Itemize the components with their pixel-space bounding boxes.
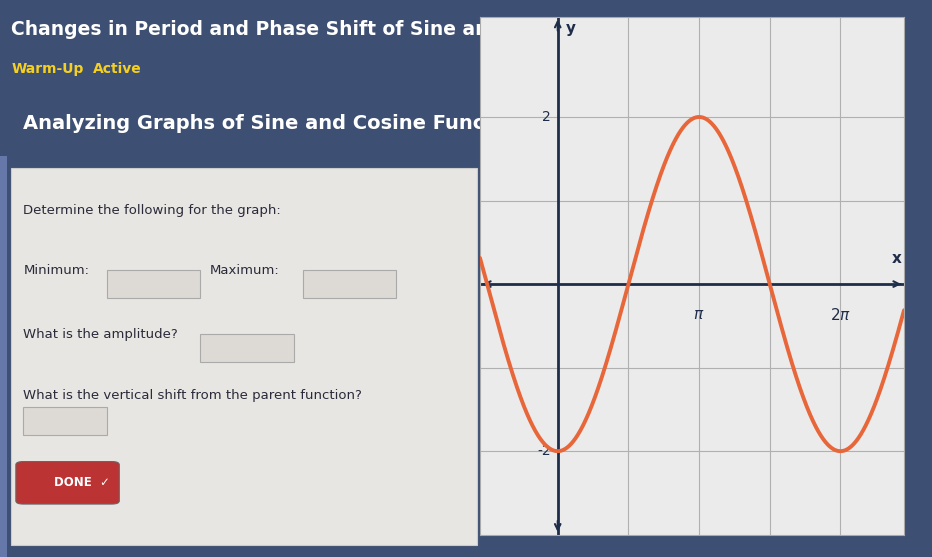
FancyBboxPatch shape xyxy=(107,270,200,299)
Text: Determine the following for the graph:: Determine the following for the graph: xyxy=(23,204,281,217)
Text: 2: 2 xyxy=(542,110,551,124)
Text: y: y xyxy=(566,21,576,36)
FancyBboxPatch shape xyxy=(11,168,477,545)
Text: -2: -2 xyxy=(538,444,551,458)
Text: Active: Active xyxy=(93,62,142,76)
Text: Analyzing Graphs of Sine and Cosine Functions: Analyzing Graphs of Sine and Cosine Func… xyxy=(23,114,540,134)
Text: Minimum:: Minimum: xyxy=(23,264,89,277)
Text: What is the vertical shift from the parent function?: What is the vertical shift from the pare… xyxy=(23,389,363,402)
Text: DONE  ✓: DONE ✓ xyxy=(54,476,110,489)
FancyBboxPatch shape xyxy=(23,407,107,434)
FancyBboxPatch shape xyxy=(16,462,119,504)
FancyBboxPatch shape xyxy=(303,270,396,299)
Text: Maximum:: Maximum: xyxy=(210,264,280,277)
Text: Warm-Up: Warm-Up xyxy=(11,62,84,76)
Text: Changes in Period and Phase Shift of Sine and Cosine Functions: Changes in Period and Phase Shift of Sin… xyxy=(11,20,688,39)
Text: $2\pi$: $2\pi$ xyxy=(829,307,851,324)
FancyBboxPatch shape xyxy=(200,334,294,363)
Text: $\pi$: $\pi$ xyxy=(693,307,705,323)
Text: x: x xyxy=(892,251,902,266)
Bar xyxy=(0,156,7,557)
Text: What is the amplitude?: What is the amplitude? xyxy=(23,329,178,341)
